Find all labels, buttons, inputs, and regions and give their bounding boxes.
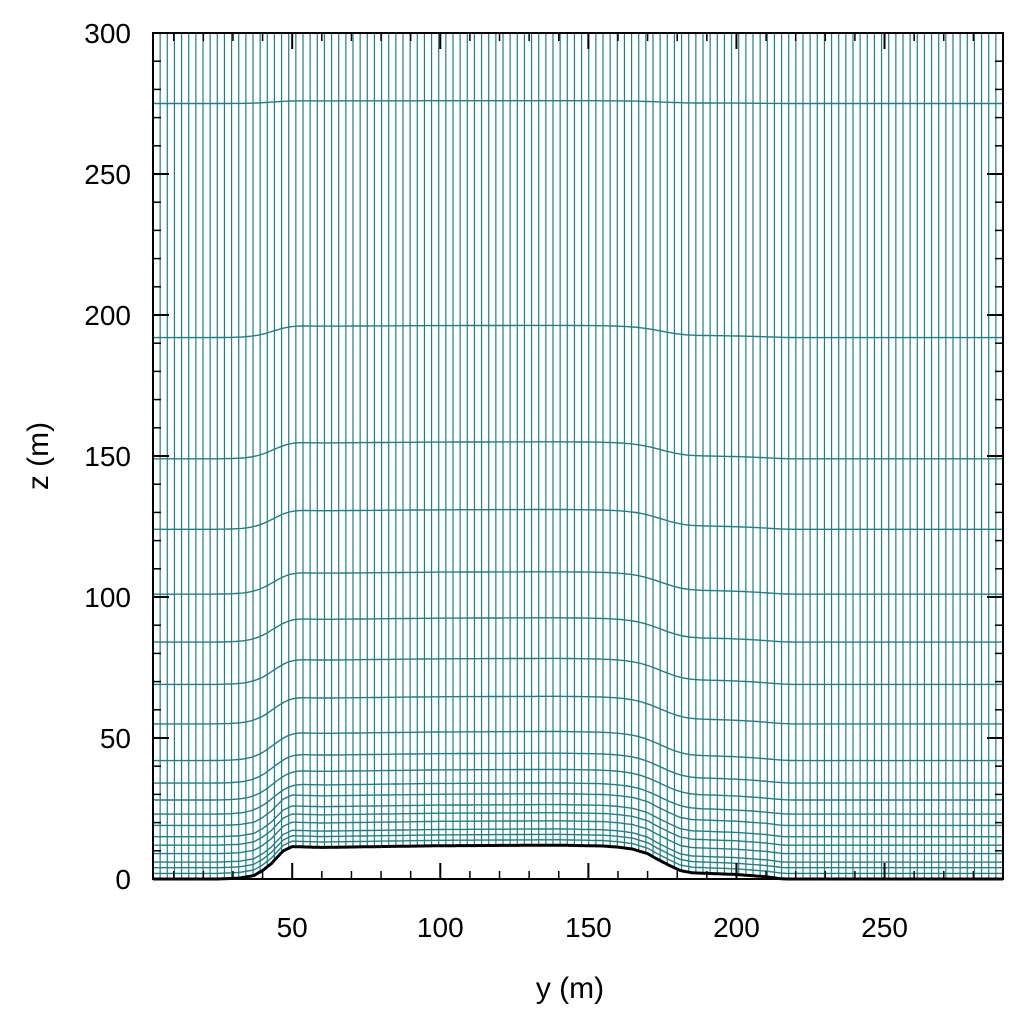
mesh-level-line xyxy=(153,828,1003,863)
mesh-level-line xyxy=(153,812,1003,846)
mesh-level-line xyxy=(153,617,1003,643)
mesh-level-line xyxy=(153,838,1003,875)
mesh-level-line xyxy=(153,100,1003,105)
y-tick-label: 250 xyxy=(84,159,131,190)
mesh-level-line xyxy=(153,752,1003,784)
x-tick-label: 250 xyxy=(861,912,908,943)
mesh-level-line xyxy=(153,571,1003,595)
mesh-level-line xyxy=(153,782,1003,815)
y-tick-label: 0 xyxy=(115,864,131,895)
mesh-horizontal-lines xyxy=(153,100,1003,875)
mesh-level-line xyxy=(153,508,1003,530)
y-tick-label: 100 xyxy=(84,582,131,613)
y-axis-label: z (m) xyxy=(22,422,55,490)
x-axis-label: y (m) xyxy=(536,972,604,1005)
mesh-level-line xyxy=(153,657,1003,686)
mesh-level-line xyxy=(153,695,1003,725)
mesh-level-line xyxy=(153,833,1003,869)
x-tick-label: 150 xyxy=(565,912,612,943)
mesh-level-line xyxy=(153,324,1003,339)
mesh-level-line xyxy=(153,803,1003,838)
mesh-level-line xyxy=(153,793,1003,827)
mesh-level-line xyxy=(153,730,1003,762)
mesh-level-line xyxy=(153,441,1003,460)
axis-tick-labels: 50 100 150 200 250 0 50 100 150 200 250 300 xyxy=(84,18,908,943)
axis-ticks xyxy=(153,32,1004,880)
x-tick-label: 200 xyxy=(713,912,760,943)
plot-frame xyxy=(152,32,1004,880)
mesh-level-line xyxy=(153,768,1003,801)
mesh-vertical-lines xyxy=(152,33,1004,879)
y-tick-label: 50 xyxy=(100,723,131,754)
y-tick-label: 200 xyxy=(84,300,131,331)
x-tick-label: 50 xyxy=(277,912,308,943)
mesh-level-line xyxy=(153,820,1003,855)
y-tick-label: 300 xyxy=(84,18,131,49)
x-tick-label: 100 xyxy=(417,912,464,943)
y-tick-label: 150 xyxy=(84,441,131,472)
